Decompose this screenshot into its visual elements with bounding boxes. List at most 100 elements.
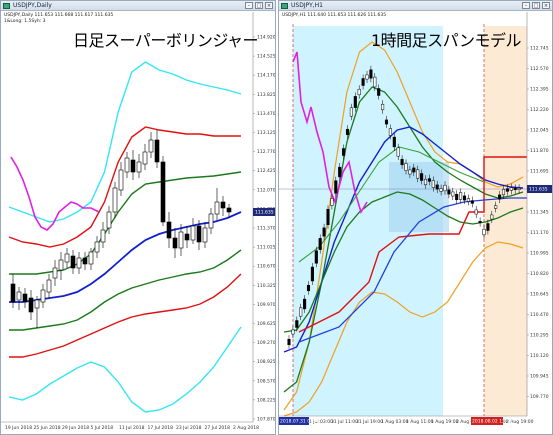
maximize-button[interactable]: □ (532, 2, 540, 9)
price-label: 110.470 (530, 312, 549, 318)
candle-body (349, 107, 353, 117)
candle-body (202, 227, 208, 243)
candle-body (178, 231, 184, 249)
close-button[interactable]: × (542, 2, 550, 9)
candle-body (64, 253, 70, 263)
hourly-chart-window[interactable]: USDJPY,H1 – □ × 112.745 112.570 112.395 112… (278, 0, 553, 435)
candle-body (166, 221, 172, 239)
candle-body (148, 139, 154, 153)
candle-body (412, 167, 416, 173)
candle-body (384, 119, 389, 125)
candle-body (184, 233, 190, 241)
minimize-button[interactable]: – (245, 2, 253, 9)
current-price-label: 111.635 (255, 210, 274, 216)
price-label: 109.770 (530, 394, 549, 400)
candle-body (443, 184, 447, 192)
hourly-chart-plot[interactable]: 112.745 112.570 112.395 112.220 112.045 111.8… (279, 12, 552, 434)
candle-body (106, 211, 112, 229)
candle-body (318, 238, 322, 250)
minimize-button[interactable]: – (522, 2, 530, 9)
price-label: 108.225 (257, 397, 275, 403)
candle-body (338, 166, 342, 178)
price-label: 110.995 (530, 251, 549, 257)
price-label: 114.525 (257, 54, 275, 60)
candle-body (381, 103, 385, 111)
daily-chart-window[interactable]: USDJPY,Daily – □ × 114.920 114.525 114.170… (0, 0, 276, 435)
daily-chart-plot[interactable]: 114.920 114.525 114.170 113.825 113.470 113.1… (1, 12, 275, 434)
upper-band-3 (8, 61, 242, 223)
candle-body (388, 128, 392, 136)
candle-body (52, 267, 58, 279)
candle-body (10, 283, 16, 303)
price-label: 111.370 (257, 226, 275, 232)
price-label: 111.025 (257, 245, 275, 251)
candle-body (76, 257, 82, 269)
price-label: 111.170 (530, 230, 549, 236)
date-label: 17 Jul 2018 (148, 425, 174, 431)
date-label: 2 Aug 19:00 (506, 419, 534, 425)
candle-body (136, 161, 142, 173)
candle-body (303, 298, 307, 310)
maximize-button[interactable]: □ (255, 2, 263, 9)
candle-body (416, 169, 420, 179)
date-label: 1 Aug 19:00 (431, 419, 459, 425)
daily-bollinger-bands (8, 61, 242, 413)
candle-body (420, 173, 424, 181)
hourly-chart-title: USDJPY,H1 (291, 2, 323, 9)
hourly-price-scale: 112.745 112.570 112.395 112.220 112.045 111.8… (526, 12, 552, 416)
date-label: 1 Aug 03:00 (381, 419, 409, 425)
hourly-overlay-caption: 1時間足スパンモデル (371, 31, 521, 50)
date-label: 11 Jul 2018 (119, 425, 145, 431)
candle-body (513, 188, 517, 190)
candle-body (58, 259, 64, 271)
candle-body (310, 266, 314, 282)
candle-body (220, 201, 226, 209)
candle-body (334, 180, 338, 194)
daily-chart-titlebar[interactable]: USDJPY,Daily – □ × (1, 1, 275, 11)
candle-body (423, 178, 428, 186)
candle-body (214, 201, 220, 215)
candle-body (118, 169, 124, 191)
date-label: 27 Jul 2018 (205, 425, 231, 431)
date-label: 25 Jun 2018 (34, 425, 61, 431)
price-label: 114.920 (257, 35, 275, 41)
date-label: 31 Jul 19:00 (356, 419, 383, 425)
candle-body (172, 237, 178, 249)
hourly-ohlc-readout: USDJPY,H1 111.640 111.653 111.626 111.63… (282, 13, 387, 18)
price-label: 112.045 (530, 128, 549, 134)
candle-body (112, 187, 118, 213)
price-label: 113.470 (257, 111, 275, 117)
date-label: 2 Aug 03:00 (456, 419, 484, 425)
daily-indicator-readout: 1&Long: 1.5Syh: 3 (4, 19, 46, 24)
upper-band-2 (8, 126, 241, 248)
price-label: 113.825 (257, 92, 275, 98)
candle-body (295, 320, 299, 328)
candle-body (427, 178, 431, 182)
candle-body (70, 255, 76, 269)
price-label: 112.220 (530, 107, 549, 113)
price-label: 109.625 (257, 321, 275, 327)
candle-body (124, 157, 130, 173)
candle-body (505, 188, 509, 192)
candle-body (462, 195, 467, 201)
span-blue-line (298, 197, 527, 343)
candle-body (435, 184, 439, 190)
date-label: 31 Jul 03:00 (306, 419, 333, 425)
candle-body (130, 159, 136, 173)
hourly-candles (287, 65, 521, 349)
candle-body (404, 163, 408, 171)
right-date-badge-box (471, 417, 503, 425)
candle-body (46, 279, 52, 293)
candle-body (342, 148, 346, 156)
candle-body (190, 225, 196, 241)
candle-body (466, 198, 470, 202)
candle-body (94, 241, 100, 253)
price-label: 110.120 (530, 353, 549, 359)
chart-window-icon (3, 3, 10, 9)
candle-body (431, 180, 435, 188)
price-label: 113.125 (257, 130, 275, 136)
candle-body (459, 192, 463, 200)
hourly-chart-titlebar[interactable]: USDJPY,H1 – □ × (279, 1, 552, 11)
close-button[interactable]: × (265, 2, 273, 9)
